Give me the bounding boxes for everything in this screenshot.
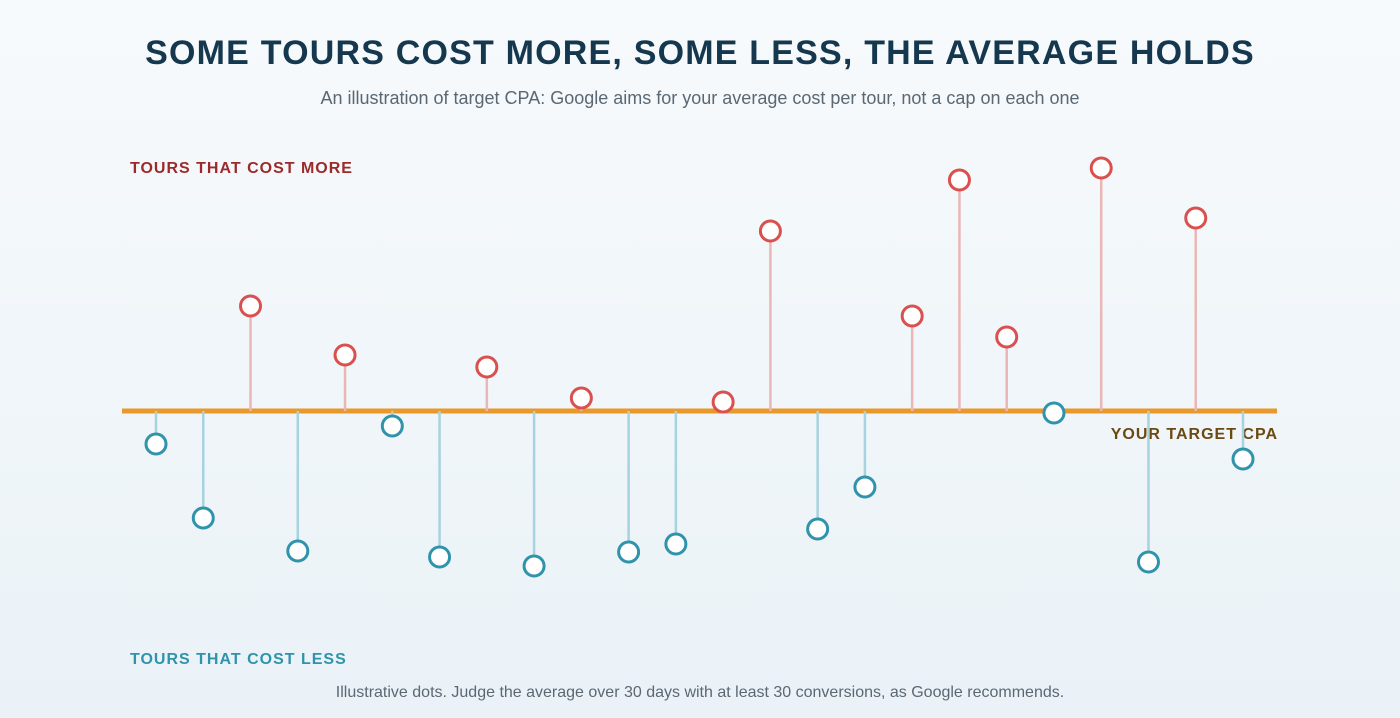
- tour-dot-above-target: [947, 168, 971, 192]
- tour-dot-above-target: [900, 304, 924, 328]
- tour-dot-above-target: [995, 325, 1019, 349]
- tour-dot-above-target: [711, 390, 735, 414]
- below-target-label: TOURS THAT COST LESS: [130, 651, 347, 668]
- tour-dot-above-target: [569, 386, 593, 410]
- tour-dot-below-target: [806, 517, 830, 541]
- page-title: SOME TOURS COST MORE, SOME LESS, THE AVE…: [145, 34, 1255, 72]
- tour-dot-above-target: [1184, 206, 1208, 230]
- tour-dot-below-target: [853, 475, 877, 499]
- tour-dot-below-target: [1042, 401, 1066, 425]
- tour-dot-above-target: [758, 219, 782, 243]
- tour-dot-above-target: [333, 343, 357, 367]
- tour-dot-below-target: [617, 540, 641, 564]
- tour-dot-below-target: [428, 545, 452, 569]
- tour-dot-below-target: [1136, 550, 1160, 574]
- page-subtitle: An illustration of target CPA: Google ai…: [320, 88, 1080, 108]
- tour-dot-above-target: [1089, 156, 1113, 180]
- tour-dot-below-target: [1231, 447, 1255, 471]
- tour-dot-below-target: [286, 539, 310, 563]
- tour-dot-above-target: [239, 294, 263, 318]
- tour-dot-below-target: [144, 432, 168, 456]
- tour-dot-below-target: [191, 506, 215, 530]
- tour-dot-below-target: [522, 554, 546, 578]
- target-cpa-label: YOUR TARGET CPA: [1110, 426, 1278, 443]
- tour-dot-below-target: [664, 532, 688, 556]
- footnote: Illustrative dots. Judge the average ove…: [335, 684, 1065, 701]
- above-target-label: TOURS THAT COST MORE: [130, 160, 353, 177]
- tour-dot-below-target: [380, 414, 404, 438]
- tour-dot-above-target: [475, 355, 499, 379]
